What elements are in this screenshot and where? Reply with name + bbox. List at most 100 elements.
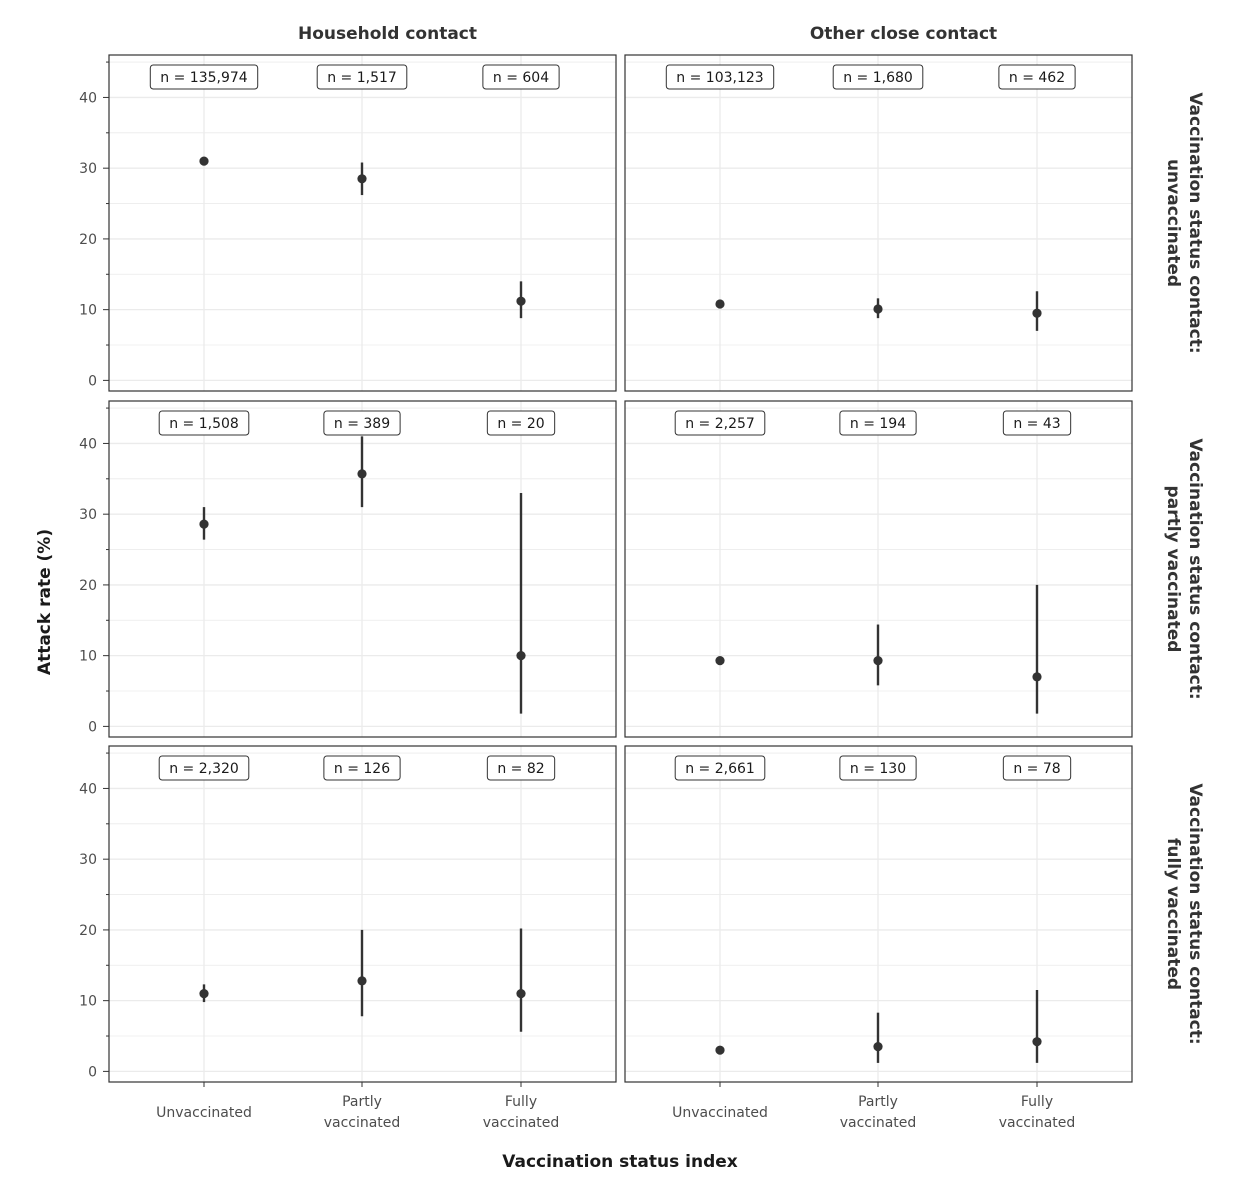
x-tick-label-line: vaccinated bbox=[483, 1115, 560, 1131]
x-tick-label-line: Unvaccinated bbox=[672, 1105, 768, 1121]
n-label-box bbox=[316, 64, 408, 90]
x-tick-label-line: vaccinated bbox=[324, 1115, 401, 1131]
y-axis-title: Attack rate (%) bbox=[35, 529, 55, 675]
data-point bbox=[357, 469, 367, 479]
row-strip-label-line: fully vaccinated bbox=[1163, 838, 1183, 990]
panel-border bbox=[624, 54, 1133, 392]
n-label-box bbox=[323, 410, 401, 436]
row-strip-label-line: partly vaccinated bbox=[1163, 486, 1183, 653]
n-label-box bbox=[158, 410, 250, 436]
y-tick-label: 30 bbox=[79, 161, 97, 177]
x-tick-label: Unvaccinated bbox=[672, 1105, 768, 1121]
row-strip-label-line: Vaccination status contact: bbox=[1185, 92, 1205, 353]
x-tick-label: Partly vaccinated bbox=[840, 1094, 917, 1131]
x-tick-label: Unvaccinated bbox=[156, 1105, 252, 1121]
x-tick-label: Fully vaccinated bbox=[483, 1094, 560, 1131]
n-label: n = 1,680 bbox=[843, 70, 913, 86]
data-point bbox=[1032, 1037, 1042, 1047]
n-label-box bbox=[486, 410, 556, 436]
y-tick-label: 0 bbox=[88, 719, 97, 735]
row-strip-label-line: Vaccination status contact: bbox=[1185, 783, 1205, 1044]
data-point bbox=[873, 304, 883, 314]
x-tick-label-line: Fully bbox=[1021, 1094, 1053, 1110]
x-tick-label-line: Partly bbox=[342, 1094, 382, 1110]
x-tick-label-line: Unvaccinated bbox=[156, 1105, 252, 1121]
n-label-box bbox=[1002, 410, 1072, 436]
n-label-box bbox=[839, 410, 917, 436]
panel-border bbox=[108, 400, 617, 738]
n-label-box bbox=[674, 755, 766, 781]
n-label-box bbox=[674, 410, 766, 436]
n-label: n = 135,974 bbox=[160, 70, 247, 86]
panel-r1-c1: n = 2,257 n = 194 n = 43 bbox=[624, 400, 1133, 738]
panel-border bbox=[108, 54, 617, 392]
data-point bbox=[199, 519, 209, 529]
n-label: n = 43 bbox=[1013, 416, 1060, 432]
panel-r1-c0: n = 1,508 n = 389 n = 20 0 10 20 30 40 bbox=[79, 400, 617, 738]
n-label: n = 20 bbox=[497, 416, 544, 432]
n-label-box bbox=[839, 755, 917, 781]
data-point bbox=[1032, 672, 1042, 682]
n-label-box bbox=[323, 755, 401, 781]
y-tick-label: 20 bbox=[79, 232, 97, 248]
n-label-box bbox=[1002, 755, 1072, 781]
panel-r2-c0: n = 2,320 n = 126 n = 82 0 10 20 30 40 Unvaccina… bbox=[79, 745, 617, 1131]
data-point bbox=[516, 296, 526, 306]
panel-r0-c1: n = 103,123 n = 1,680 n = 462 bbox=[624, 54, 1133, 392]
n-label: n = 2,320 bbox=[169, 761, 239, 777]
y-tick-label: 40 bbox=[79, 436, 97, 452]
n-label: n = 2,257 bbox=[685, 416, 755, 432]
y-tick-label: 30 bbox=[79, 852, 97, 868]
n-label: n = 130 bbox=[850, 761, 906, 777]
data-point bbox=[1032, 308, 1042, 318]
data-point bbox=[873, 1042, 883, 1052]
y-tick-label: 0 bbox=[88, 1064, 97, 1080]
n-label: n = 82 bbox=[497, 761, 544, 777]
x-tick-label-line: Fully bbox=[505, 1094, 537, 1110]
x-tick-label-line: vaccinated bbox=[840, 1115, 917, 1131]
column-strip-label: Other close contact bbox=[810, 24, 997, 44]
data-point bbox=[715, 656, 725, 666]
y-tick-label: 10 bbox=[79, 649, 97, 665]
y-tick-label: 10 bbox=[79, 994, 97, 1010]
x-tick-label: Partly vaccinated bbox=[324, 1094, 401, 1131]
row-strip-label: Vaccination status contact:fully vaccina… bbox=[1163, 783, 1205, 1044]
n-label-box bbox=[665, 64, 775, 90]
n-label: n = 1,517 bbox=[327, 70, 397, 86]
n-label-box bbox=[832, 64, 924, 90]
n-label: n = 462 bbox=[1009, 70, 1065, 86]
n-label: n = 2,661 bbox=[685, 761, 755, 777]
row-strip-label-line: Vaccination status contact: bbox=[1185, 438, 1205, 699]
data-point bbox=[516, 651, 526, 661]
y-tick-label: 0 bbox=[88, 373, 97, 389]
y-tick-label: 20 bbox=[79, 578, 97, 594]
data-point bbox=[199, 156, 209, 166]
n-label: n = 103,123 bbox=[676, 70, 763, 86]
data-point bbox=[516, 988, 526, 999]
x-axis-title: Vaccination status index bbox=[502, 1152, 738, 1172]
y-tick-label: 40 bbox=[79, 90, 97, 106]
n-label: n = 78 bbox=[1013, 761, 1060, 777]
n-label-box bbox=[158, 755, 250, 781]
column-strip-label: Household contact bbox=[298, 24, 477, 44]
data-point bbox=[199, 988, 209, 999]
row-strip-label: Vaccination status contact:partly vaccin… bbox=[1163, 438, 1205, 699]
n-label: n = 194 bbox=[850, 416, 906, 432]
data-point bbox=[873, 656, 883, 666]
panel-r0-c0: n = 135,974 n = 1,517 n = 604 0 10 20 30 40 bbox=[79, 54, 617, 392]
n-label: n = 126 bbox=[334, 761, 390, 777]
data-point bbox=[357, 976, 367, 986]
n-label-box bbox=[486, 755, 556, 781]
y-tick-label: 30 bbox=[79, 507, 97, 523]
x-tick-label-line: vaccinated bbox=[999, 1115, 1076, 1131]
y-tick-label: 20 bbox=[79, 923, 97, 939]
n-label: n = 389 bbox=[334, 416, 390, 432]
x-tick-label: Fully vaccinated bbox=[999, 1094, 1076, 1131]
row-strip-label-line: unvaccinated bbox=[1163, 159, 1183, 287]
panel-border bbox=[624, 400, 1133, 738]
y-tick-label: 10 bbox=[79, 303, 97, 319]
row-strip-label: Vaccination status contact:unvaccinated bbox=[1163, 92, 1205, 353]
data-point bbox=[715, 299, 725, 309]
